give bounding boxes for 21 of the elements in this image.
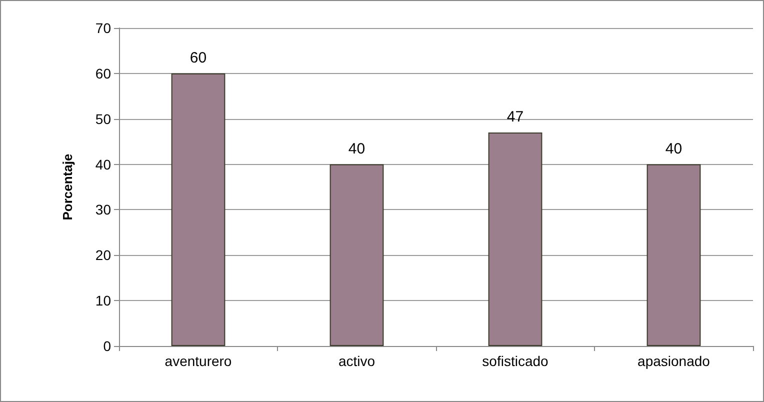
y-tick-label: 60 (95, 65, 112, 82)
y-tick-label: 0 (103, 338, 112, 354)
x-tick-label: apasionado (638, 353, 710, 369)
bar (488, 132, 542, 346)
bar (330, 164, 384, 346)
y-axis-title: Porcentaje (60, 154, 75, 220)
x-tick-label: aventurero (164, 353, 232, 369)
y-tick-label: 20 (95, 247, 112, 264)
x-tick-label: activo (338, 353, 376, 369)
data-label: 60 (190, 49, 207, 66)
y-tick-label: 50 (95, 110, 112, 127)
bar (171, 73, 226, 346)
y-tick-label: 70 (95, 20, 112, 36)
y-tick-label: 30 (95, 202, 112, 218)
data-label: 40 (348, 140, 366, 158)
bar (646, 164, 701, 346)
y-tick-label: 40 (95, 156, 112, 172)
x-tick-label: sofisticado (482, 353, 549, 369)
data-label: 40 (665, 140, 682, 158)
data-label: 47 (506, 108, 524, 126)
y-tick-label: 10 (95, 292, 112, 309)
